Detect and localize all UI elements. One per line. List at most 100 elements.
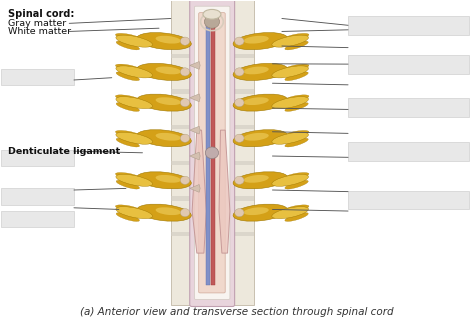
Ellipse shape <box>116 72 139 81</box>
Ellipse shape <box>285 180 308 189</box>
Ellipse shape <box>155 133 181 141</box>
Bar <box>171 125 254 129</box>
Ellipse shape <box>180 68 190 76</box>
Ellipse shape <box>233 130 288 147</box>
Polygon shape <box>190 126 200 134</box>
Ellipse shape <box>116 66 153 78</box>
Ellipse shape <box>284 95 309 102</box>
Ellipse shape <box>235 134 244 142</box>
Ellipse shape <box>137 172 191 189</box>
Ellipse shape <box>180 98 190 107</box>
Ellipse shape <box>180 134 190 142</box>
Polygon shape <box>190 185 200 192</box>
Ellipse shape <box>116 213 139 221</box>
Bar <box>171 196 254 201</box>
Polygon shape <box>190 152 200 160</box>
Bar <box>206 17 210 285</box>
Ellipse shape <box>272 207 309 219</box>
Ellipse shape <box>272 132 309 144</box>
Text: Denticulate ligament: Denticulate ligament <box>8 147 120 156</box>
Ellipse shape <box>235 98 244 107</box>
Ellipse shape <box>116 180 139 189</box>
Ellipse shape <box>244 67 269 74</box>
Text: (a) Anterior view and transverse section through spinal cord: (a) Anterior view and transverse section… <box>80 307 394 317</box>
Ellipse shape <box>155 207 181 215</box>
Ellipse shape <box>285 41 308 50</box>
Ellipse shape <box>116 174 153 186</box>
Text: White matter: White matter <box>8 27 71 36</box>
Ellipse shape <box>155 175 181 183</box>
Text: Gray matter: Gray matter <box>8 19 66 28</box>
FancyBboxPatch shape <box>194 6 230 299</box>
Ellipse shape <box>285 72 308 81</box>
Polygon shape <box>190 94 200 102</box>
Ellipse shape <box>272 66 309 78</box>
FancyBboxPatch shape <box>199 13 225 293</box>
Ellipse shape <box>137 130 191 147</box>
Ellipse shape <box>116 103 139 111</box>
Bar <box>171 0 254 305</box>
Bar <box>348 98 469 117</box>
Ellipse shape <box>235 176 244 184</box>
Ellipse shape <box>203 9 221 19</box>
Text: Spinal cord:: Spinal cord: <box>8 9 74 19</box>
Ellipse shape <box>180 209 190 217</box>
Ellipse shape <box>233 63 288 80</box>
FancyBboxPatch shape <box>190 0 235 306</box>
Ellipse shape <box>155 67 181 74</box>
Ellipse shape <box>233 204 288 221</box>
Ellipse shape <box>137 94 191 111</box>
Ellipse shape <box>285 138 308 147</box>
Ellipse shape <box>116 130 140 137</box>
Bar <box>348 16 469 35</box>
Ellipse shape <box>116 97 153 109</box>
Ellipse shape <box>137 32 191 50</box>
Bar <box>0 211 74 227</box>
Ellipse shape <box>116 205 140 212</box>
Ellipse shape <box>116 33 140 40</box>
Ellipse shape <box>244 36 269 44</box>
Ellipse shape <box>233 94 288 111</box>
Ellipse shape <box>116 64 140 71</box>
Ellipse shape <box>116 132 153 144</box>
Ellipse shape <box>284 173 309 179</box>
Bar <box>171 89 254 94</box>
Ellipse shape <box>116 207 153 219</box>
Bar <box>0 69 74 85</box>
Bar <box>171 54 254 58</box>
Ellipse shape <box>116 138 139 147</box>
Bar <box>348 142 469 161</box>
Ellipse shape <box>284 130 309 137</box>
Polygon shape <box>190 61 200 69</box>
Bar <box>171 161 254 165</box>
Bar <box>0 188 74 204</box>
Ellipse shape <box>155 97 181 105</box>
Ellipse shape <box>284 33 309 40</box>
Polygon shape <box>192 130 206 253</box>
Bar <box>211 17 215 285</box>
Ellipse shape <box>180 176 190 184</box>
Ellipse shape <box>284 64 309 71</box>
Ellipse shape <box>272 97 309 109</box>
Ellipse shape <box>137 204 191 221</box>
Ellipse shape <box>233 32 288 50</box>
Bar <box>171 232 254 236</box>
Bar <box>348 191 469 209</box>
Ellipse shape <box>155 36 181 44</box>
Ellipse shape <box>235 37 244 45</box>
Ellipse shape <box>204 15 219 28</box>
Ellipse shape <box>116 41 139 50</box>
Ellipse shape <box>116 95 140 102</box>
Ellipse shape <box>285 213 308 221</box>
Ellipse shape <box>233 172 288 189</box>
Ellipse shape <box>244 175 269 183</box>
Ellipse shape <box>116 35 153 47</box>
Ellipse shape <box>116 173 140 179</box>
Ellipse shape <box>272 174 309 186</box>
Ellipse shape <box>235 209 244 217</box>
Ellipse shape <box>244 133 269 141</box>
Ellipse shape <box>235 68 244 76</box>
Ellipse shape <box>137 63 191 80</box>
Bar <box>348 55 469 73</box>
Bar <box>0 150 74 166</box>
